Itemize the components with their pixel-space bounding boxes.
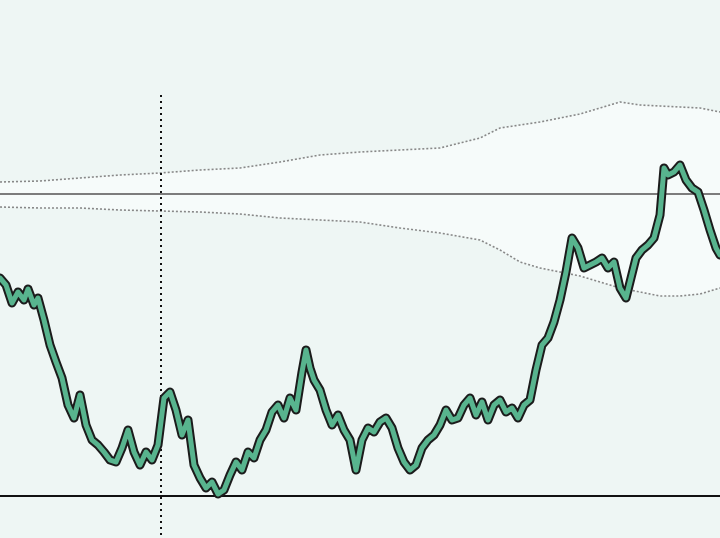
- band-fill-area: [0, 102, 720, 296]
- main-series-line: [0, 162, 720, 497]
